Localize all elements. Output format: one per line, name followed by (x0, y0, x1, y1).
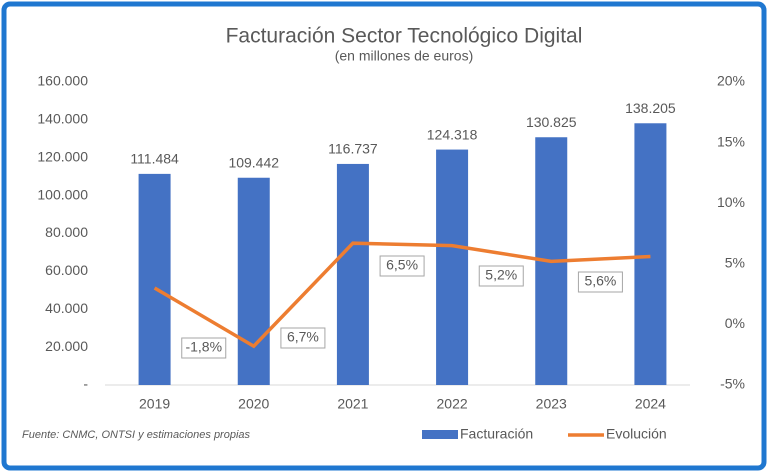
x-tick-label: 2024 (635, 396, 666, 412)
y2-tick-label: 5% (725, 255, 745, 271)
y-tick-label: - (83, 376, 88, 392)
y-tick-label: 80.000 (45, 224, 88, 240)
y-tick-label: 40.000 (45, 300, 88, 316)
y-tick-label: 100.000 (37, 186, 88, 202)
bar-value-label: 124.318 (427, 126, 478, 142)
line-value-label: 6,5% (386, 257, 418, 273)
bar (237, 177, 270, 385)
y2-tick-label: -5% (720, 376, 745, 392)
line (153, 241, 651, 349)
bar (436, 149, 469, 385)
bar-value-label: 109.442 (228, 154, 279, 170)
y2-tick-label: 15% (717, 133, 745, 149)
chart-title: Facturación Sector Tecnológico Digital (226, 25, 583, 48)
y2-tick-label: 20% (717, 73, 745, 89)
bar-value-label: 130.825 (526, 114, 577, 130)
x-tick-label: 2021 (337, 396, 368, 412)
legend-label: Facturación (460, 426, 533, 442)
value-label-box (379, 255, 425, 277)
x-tick-label: 2020 (238, 396, 269, 412)
bar-value-label: 116.737 (328, 141, 378, 157)
y-tick-label: 120.000 (37, 148, 88, 164)
bar-value-label: 138.205 (625, 100, 676, 116)
value-label-box (181, 337, 227, 359)
legend-swatch (422, 430, 458, 439)
value-label-box (280, 327, 326, 349)
value-label-box (577, 271, 623, 293)
bar (634, 123, 667, 385)
y2-tick-label: 10% (717, 194, 745, 210)
y-tick-label: 20.000 (45, 338, 88, 354)
y-tick-label: 60.000 (45, 262, 88, 278)
bar (336, 163, 369, 385)
bar (138, 173, 171, 385)
bar-value-label: 111.484 (130, 151, 179, 167)
line-value-label: 6,7% (287, 329, 319, 345)
value-label-box (478, 265, 524, 287)
line-value-label: 5,6% (584, 273, 616, 289)
y-tick-label: 160.000 (37, 73, 88, 89)
line-value-label: 5,2% (485, 267, 517, 283)
x-tick-label: 2019 (139, 396, 170, 412)
y-tick-label: 140.000 (37, 111, 88, 127)
source-note: Fuente: CNMC, ONTSI y estimaciones propi… (22, 429, 251, 441)
x-tick-label: 2023 (536, 396, 567, 412)
y2-tick-label: 0% (725, 315, 745, 331)
legend-label: Evolución (606, 426, 667, 442)
chart-subtitle: (en millones de euros) (335, 48, 474, 64)
line-value-label: -1,8% (185, 339, 222, 355)
x-tick-label: 2022 (437, 396, 468, 412)
